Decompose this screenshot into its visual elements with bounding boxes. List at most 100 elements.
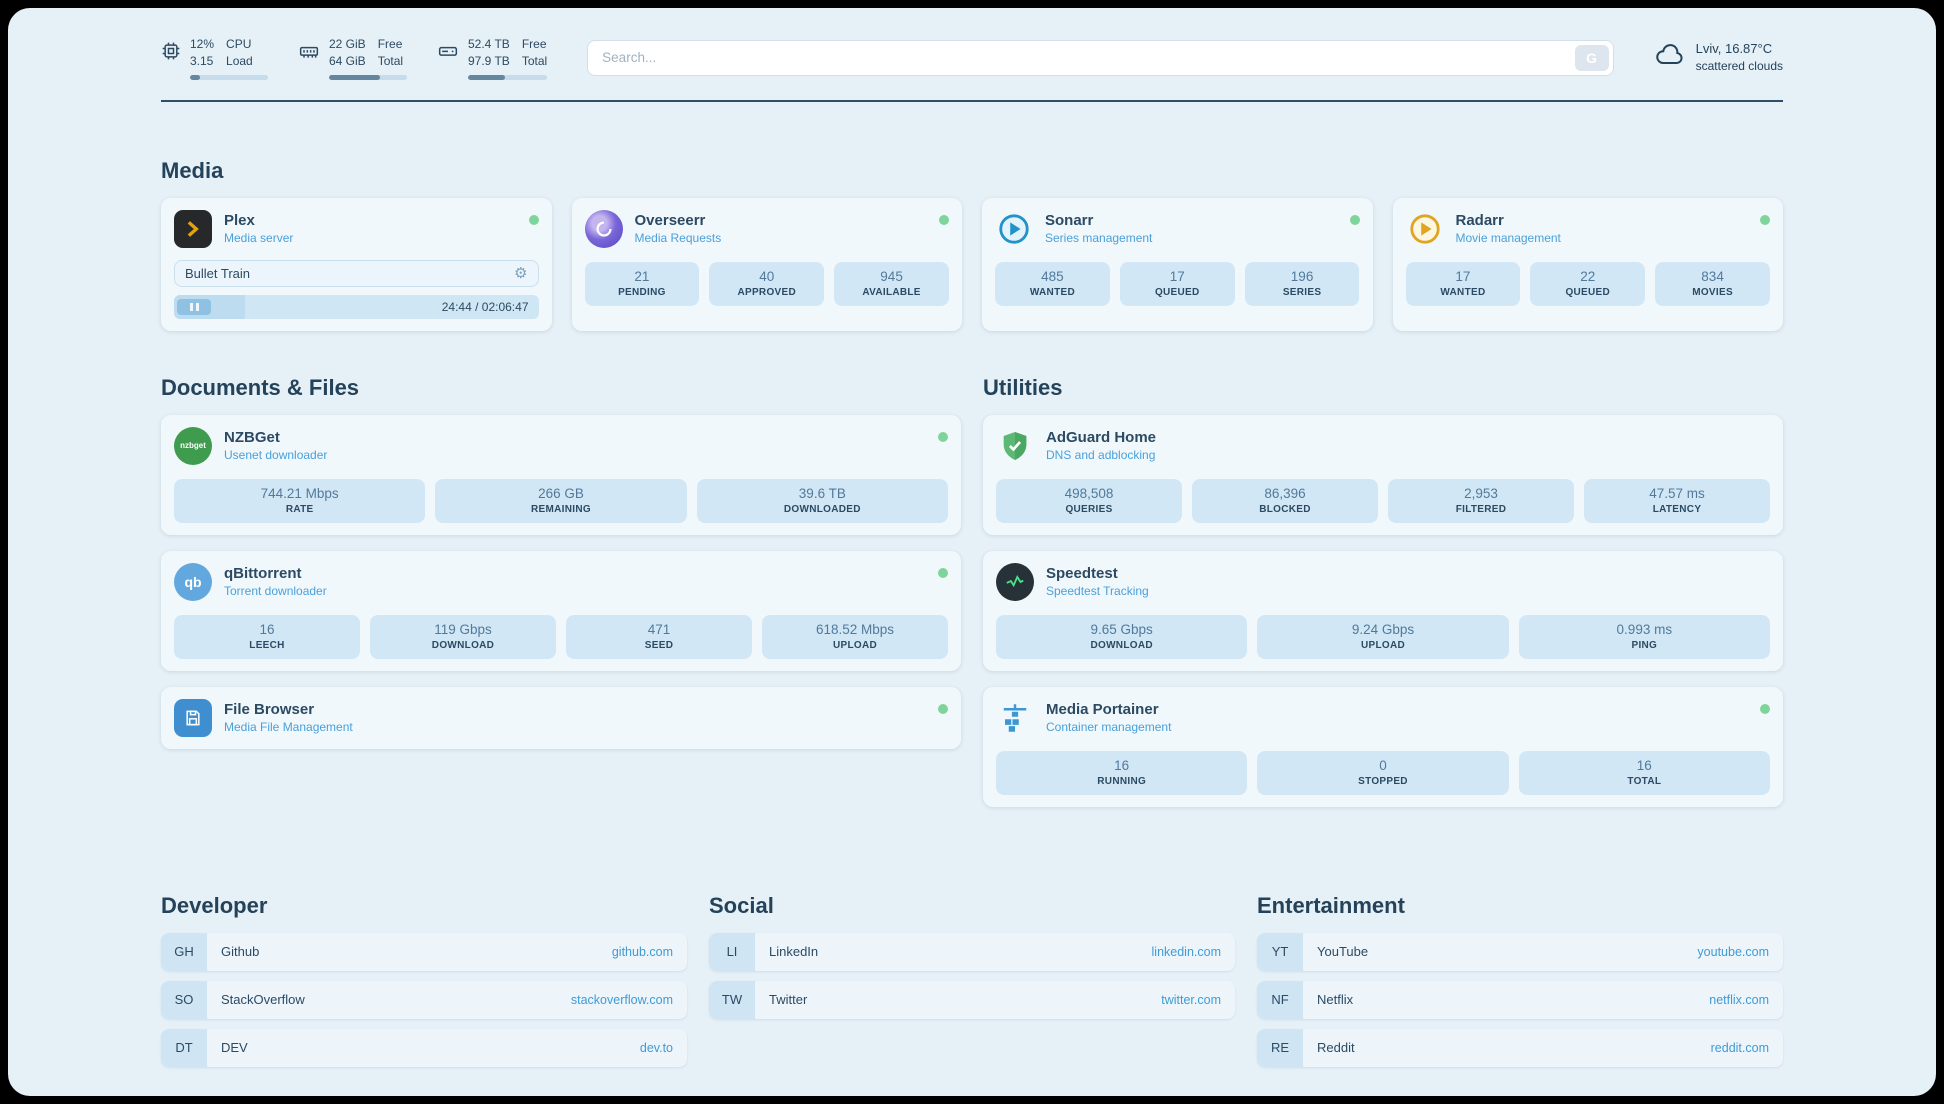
service-subtitle: Torrent downloader (224, 584, 327, 599)
stat-label: SERIES (1282, 286, 1322, 298)
radarr-icon (1406, 210, 1444, 248)
cpu-load-value: 3.15 (190, 53, 214, 68)
bookmark-item-twitter[interactable]: TW Twitter twitter.com (709, 980, 1235, 1019)
bookmark-url[interactable]: twitter.com (1161, 992, 1221, 1007)
weather-condition: scattered clouds (1695, 59, 1783, 74)
service-card-plex[interactable]: Plex Media server Bullet Train ⚙ 24:44 /… (161, 197, 552, 331)
stat-value: 485 (1041, 268, 1064, 284)
stat-label: PENDING (618, 286, 666, 298)
stat-label: STOPPED (1358, 775, 1408, 787)
gear-icon[interactable]: ⚙ (514, 264, 528, 282)
bookmark-abbr: RE (1257, 1028, 1303, 1067)
stat-value: 471 (647, 621, 671, 637)
bookmark-url[interactable]: reddit.com (1710, 1040, 1769, 1055)
section-title-social: Social (709, 892, 774, 918)
service-subtitle: DNS and adblocking (1046, 448, 1156, 463)
bookmark-item-stackoverflow[interactable]: SO StackOverflow stackoverflow.com (161, 980, 687, 1019)
stat-tile: 39.6 TB DOWNLOADED (696, 478, 948, 523)
weather-location: Lviv, 16.87°C (1695, 41, 1773, 57)
service-title: NZBGet (224, 429, 280, 447)
bookmark-item-youtube[interactable]: YT YouTube youtube.com (1257, 932, 1783, 971)
stat-value: 266 GB (538, 485, 584, 501)
pause-button[interactable] (177, 298, 211, 315)
bookmark-item-netflix[interactable]: NF Netflix netflix.com (1257, 980, 1783, 1019)
section-title-utilities: Utilities (983, 374, 1063, 400)
bookmark-url[interactable]: youtube.com (1697, 944, 1769, 959)
stat-label: DOWNLOADED (783, 503, 861, 515)
stat-tile: 17 WANTED (1405, 261, 1521, 306)
stat-tile: 834 MOVIES (1655, 261, 1770, 306)
filebrowser-icon (174, 698, 212, 737)
search-container: G (587, 39, 1614, 76)
utilities-column: Utilities AdGuard Home DNS and adblockin… (983, 375, 1783, 823)
search-provider-button[interactable]: G (1574, 44, 1609, 71)
service-card-portainer[interactable]: Media Portainer Container management 16 … (983, 686, 1783, 807)
stat-value: 9.24 Gbps (1351, 621, 1415, 637)
stat-label: UPLOAD (832, 639, 878, 651)
bookmark-url[interactable]: netflix.com (1709, 992, 1769, 1007)
service-card-speedtest[interactable]: Speedtest Speedtest Tracking 9.65 Gbps D… (983, 550, 1783, 671)
service-card-nzbget[interactable]: nzbget NZBGet Usenet downloader 744.21 M… (161, 414, 961, 535)
disk-widget: 52.4 TB 97.9 TB Free Total (437, 36, 548, 80)
stat-label: DOWNLOAD (1090, 639, 1153, 651)
service-title: Media Portainer (1046, 701, 1159, 719)
memory-total-label: Total (377, 53, 404, 68)
stat-tile: 471 SEED (566, 614, 752, 659)
bookmark-item-dev[interactable]: DT DEV dev.to (161, 1028, 687, 1067)
stat-label: QUEUED (1565, 286, 1611, 298)
stat-tile: 47.57 ms LATENCY (1584, 478, 1770, 523)
stat-tile: 17 QUEUED (1119, 261, 1235, 306)
memory-free-value: 22 GiB (329, 37, 366, 51)
bookmark-url[interactable]: github.com (611, 944, 673, 959)
playback-progress-track[interactable]: 24:44 / 02:06:47 (174, 294, 539, 319)
stat-tile: 9.24 Gbps UPLOAD (1257, 614, 1509, 659)
now-playing-title: Bullet Train (185, 265, 251, 281)
cpu-icon (161, 41, 181, 66)
stat-tile: 16 TOTAL (1518, 750, 1770, 795)
bookmark-item-linkedin[interactable]: LI LinkedIn linkedin.com (709, 932, 1235, 971)
service-card-overseerr[interactable]: Overseerr Media Requests 21 PENDING 40 A… (571, 197, 962, 331)
stat-label: QUERIES (1065, 503, 1113, 515)
stat-tile: 498,508 QUERIES (996, 478, 1182, 523)
service-subtitle: Usenet downloader (224, 448, 328, 463)
section-title-documents: Documents & Files (161, 374, 360, 400)
overseerr-icon (584, 209, 623, 248)
service-card-filebrowser[interactable]: File Browser Media File Management (161, 686, 961, 749)
stat-tile: 744.21 Mbps RATE (174, 478, 426, 523)
bookmark-url[interactable]: linkedin.com (1151, 944, 1221, 959)
bookmark-item-github[interactable]: GH Github github.com (161, 932, 687, 971)
status-dot (528, 214, 539, 225)
status-dot (1349, 214, 1360, 225)
bookmarks-developer: Developer GH Github github.com SO StackO… (161, 893, 687, 1077)
stat-tile: 86,396 BLOCKED (1192, 478, 1378, 523)
service-card-adguard[interactable]: AdGuard Home DNS and adblocking 498,508 … (983, 414, 1783, 535)
section-title-developer: Developer (161, 892, 268, 918)
service-card-sonarr[interactable]: Sonarr Series management 485 WANTED 17 Q… (982, 197, 1373, 331)
service-card-radarr[interactable]: Radarr Movie management 17 WANTED 22 QUE… (1392, 197, 1783, 331)
service-title: Plex (224, 212, 255, 230)
memory-progress-track (329, 74, 407, 80)
stat-label: DOWNLOAD (431, 639, 495, 651)
stat-tile: 618.52 Mbps UPLOAD (762, 614, 948, 659)
stat-value: 2,953 (1464, 485, 1498, 501)
cpu-label: CPU (226, 37, 252, 51)
stat-value: 17 (1169, 268, 1185, 284)
stat-label: MOVIES (1692, 286, 1733, 298)
bookmark-url[interactable]: stackoverflow.com (570, 992, 673, 1007)
stat-value: 39.6 TB (798, 485, 846, 501)
search-input[interactable] (587, 39, 1614, 76)
stat-label: REMAINING (531, 503, 591, 515)
dashboard-page: 12% 3.15 CPU Load (8, 8, 1936, 1096)
bookmark-url[interactable]: dev.to (639, 1040, 673, 1055)
service-card-qbittorrent[interactable]: qb qBittorrent Torrent downloader 16 LEE… (161, 550, 961, 671)
bookmark-item-reddit[interactable]: RE Reddit reddit.com (1257, 1028, 1783, 1067)
bookmark-abbr: SO (161, 980, 207, 1019)
disk-total-label: Total (521, 53, 548, 68)
stat-value: 40 (759, 268, 775, 284)
service-title: Radarr (1455, 212, 1504, 230)
service-subtitle: Series management (1045, 231, 1153, 246)
bookmarks-social: Social LI LinkedIn linkedin.com TW Twitt… (709, 893, 1235, 1077)
cpu-progress-fill (190, 74, 201, 80)
now-playing-bar: Bullet Train ⚙ (174, 259, 539, 287)
status-dot (938, 703, 948, 714)
